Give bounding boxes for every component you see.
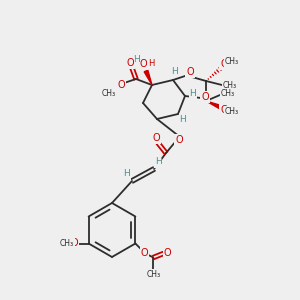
Text: O: O bbox=[152, 133, 160, 143]
Text: O: O bbox=[164, 248, 171, 257]
Text: O: O bbox=[141, 248, 148, 257]
Text: O: O bbox=[201, 92, 209, 102]
Text: CH₃: CH₃ bbox=[146, 270, 161, 279]
Text: O: O bbox=[220, 59, 228, 69]
Polygon shape bbox=[144, 70, 152, 85]
Text: H: H bbox=[124, 169, 130, 178]
Text: O: O bbox=[139, 59, 147, 69]
Text: H: H bbox=[190, 88, 196, 98]
Polygon shape bbox=[206, 101, 221, 109]
Text: CH₃: CH₃ bbox=[225, 56, 239, 65]
Text: CH₃: CH₃ bbox=[221, 89, 235, 98]
Text: O: O bbox=[126, 58, 134, 68]
Text: O: O bbox=[220, 105, 228, 115]
Text: O: O bbox=[175, 135, 183, 145]
Text: CH₃: CH₃ bbox=[60, 239, 74, 248]
Text: CH₃: CH₃ bbox=[225, 107, 239, 116]
Text: H: H bbox=[133, 56, 140, 64]
Text: H: H bbox=[180, 115, 186, 124]
Text: CH₃: CH₃ bbox=[223, 80, 237, 89]
Text: H: H bbox=[148, 58, 154, 68]
Text: O: O bbox=[117, 80, 125, 90]
Text: H: H bbox=[172, 67, 178, 76]
Text: O: O bbox=[71, 238, 78, 248]
Text: H: H bbox=[154, 158, 161, 166]
Text: O: O bbox=[186, 67, 194, 77]
Text: CH₃: CH₃ bbox=[102, 88, 116, 98]
